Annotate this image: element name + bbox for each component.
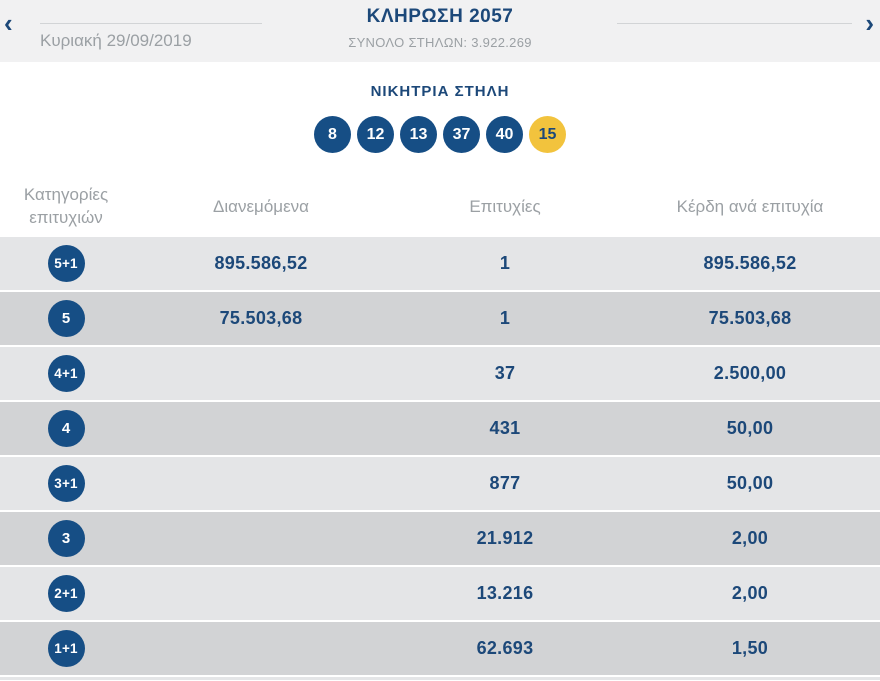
left-divider-line [40, 23, 262, 24]
winners-cell: 37 [494, 363, 516, 383]
winners-cell: 1 [499, 308, 511, 328]
table-row: 5+1 895.586,52 1 895.586,52 [0, 237, 880, 290]
winners-cell: 1 [499, 253, 511, 273]
table-row: 4+1 37 2.500,00 [0, 347, 880, 400]
winning-number-ball: 8 [314, 116, 351, 153]
winners-cell: 13.216 [476, 583, 534, 603]
prize-cell: 50,00 [726, 418, 774, 438]
winning-number-ball: 13 [400, 116, 437, 153]
winning-column-title: ΝΙΚΗΤΡΙΑ ΣΤΗΛΗ [370, 83, 510, 100]
winning-number-ball: 12 [357, 116, 394, 153]
winning-number-ball: 37 [443, 116, 480, 153]
category-cell: 2+1 [0, 575, 132, 612]
category-cell: 3 [0, 520, 132, 557]
category-badge: 4+1 [47, 355, 85, 392]
category-cell: 5+1 [0, 245, 132, 282]
winners-cell: 431 [489, 418, 521, 438]
prize-cell: 75.503,68 [708, 308, 792, 328]
column-header-distributed: Διανεμόμενα [213, 197, 309, 216]
winning-column-section: ΝΙΚΗΤΡΙΑ ΣΤΗΛΗ 8 12 13 37 40 15 [0, 62, 880, 153]
next-draw-chevron-icon[interactable]: › [865, 8, 874, 38]
category-cell: 1+1 [0, 630, 132, 667]
column-header-winners: Επιτυχίες [469, 197, 541, 216]
prize-cell: 1,50 [731, 638, 769, 658]
category-cell: 5 [0, 300, 132, 337]
right-divider-line [617, 23, 852, 24]
category-badge: 3 [47, 520, 85, 557]
prize-table: Κατηγορίες επιτυχιών Διανεμόμενα Επιτυχί… [0, 177, 880, 680]
prize-cell: 2,00 [731, 528, 769, 548]
prize-cell: 895.586,52 [703, 253, 797, 273]
table-row: 2+1 13.216 2,00 [0, 567, 880, 620]
table-row: 3 21.912 2,00 [0, 512, 880, 565]
previous-draw-chevron-icon[interactable]: ‹ [4, 8, 13, 38]
winning-numbers-row: 8 12 13 37 40 15 [0, 116, 880, 153]
distributed-cell: 75.503,68 [219, 308, 303, 328]
category-cell: 3+1 [0, 465, 132, 502]
draw-date: Κυριακή 29/09/2019 [40, 31, 192, 50]
winners-cell: 62.693 [476, 638, 534, 658]
table-row: 1+1 62.693 1,50 [0, 622, 880, 675]
distributed-cell: 895.586,52 [214, 253, 308, 273]
draw-title: ΚΛΗΡΩΣΗ 2057 [366, 6, 514, 27]
next-row-sliver [0, 677, 880, 680]
prize-cell: 2.500,00 [713, 363, 787, 383]
winners-cell: 877 [489, 473, 521, 493]
prize-cell: 2,00 [731, 583, 769, 603]
table-row: 3+1 877 50,00 [0, 457, 880, 510]
table-row: 4 431 50,00 [0, 402, 880, 455]
category-badge: 3+1 [47, 465, 85, 502]
category-badge: 5+1 [47, 245, 85, 282]
category-badge: 2+1 [47, 575, 85, 612]
category-cell: 4+1 [0, 355, 132, 392]
total-columns-label: ΣΥΝΟΛΟ ΣΤΗΛΩΝ: 3.922.269 [348, 35, 532, 50]
draw-navigation-bar: ‹ Κυριακή 29/09/2019 ΚΛΗΡΩΣΗ 2057 ΣΥΝΟΛΟ… [0, 0, 880, 62]
table-row: 5 75.503,68 1 75.503,68 [0, 292, 880, 345]
winners-cell: 21.912 [476, 528, 534, 548]
winning-number-ball: 40 [486, 116, 523, 153]
category-badge: 5 [47, 300, 85, 337]
bonus-number-ball: 15 [529, 116, 566, 153]
category-cell: 4 [0, 410, 132, 447]
prize-table-header-row: Κατηγορίες επιτυχιών Διανεμόμενα Επιτυχί… [0, 177, 880, 237]
category-badge: 1+1 [47, 630, 85, 667]
column-header-prize: Κέρδη ανά επιτυχία [676, 197, 824, 216]
prize-cell: 50,00 [726, 473, 774, 493]
column-header-categories: Κατηγορίες επιτυχιών [23, 185, 109, 227]
category-badge: 4 [47, 410, 85, 447]
